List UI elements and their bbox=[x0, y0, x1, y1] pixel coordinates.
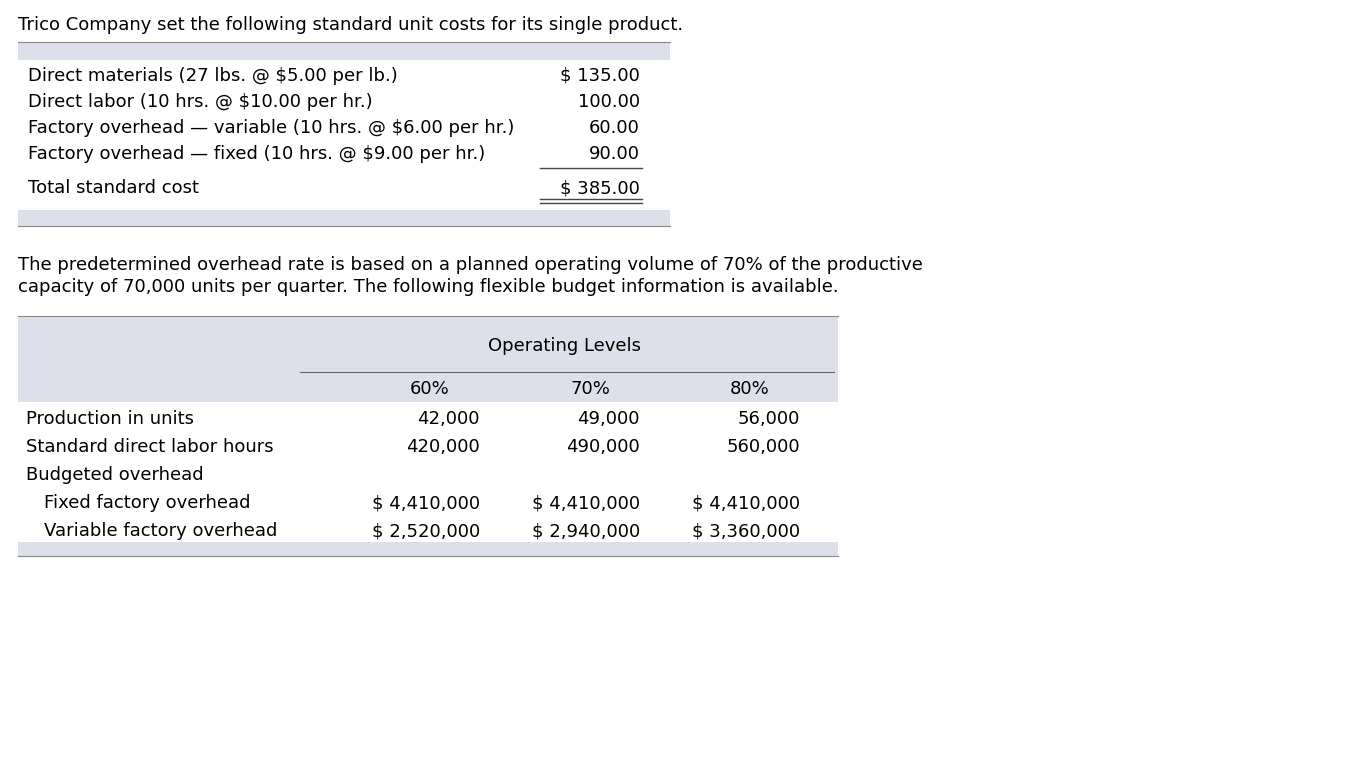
Text: 49,000: 49,000 bbox=[578, 410, 640, 428]
Text: 100.00: 100.00 bbox=[578, 92, 640, 111]
Text: 420,000: 420,000 bbox=[406, 438, 481, 457]
Text: Direct materials (27 lbs. @ $5.00 per lb.): Direct materials (27 lbs. @ $5.00 per lb… bbox=[28, 66, 398, 85]
Text: Production in units: Production in units bbox=[26, 410, 194, 428]
Text: Factory overhead — fixed (10 hrs. @ $9.00 per hr.): Factory overhead — fixed (10 hrs. @ $9.0… bbox=[28, 145, 485, 162]
Text: Trico Company set the following standard unit costs for its single product.: Trico Company set the following standard… bbox=[18, 16, 683, 34]
Text: Variable factory overhead: Variable factory overhead bbox=[45, 522, 277, 541]
Text: $ 4,410,000: $ 4,410,000 bbox=[691, 494, 801, 512]
Text: $ 135.00: $ 135.00 bbox=[560, 66, 640, 85]
Text: 60%: 60% bbox=[410, 380, 450, 398]
Bar bbox=[18, 402, 838, 542]
Text: Budgeted overhead: Budgeted overhead bbox=[26, 467, 204, 484]
Text: Fixed factory overhead: Fixed factory overhead bbox=[45, 494, 251, 512]
Text: 560,000: 560,000 bbox=[726, 438, 801, 457]
Text: $ 2,940,000: $ 2,940,000 bbox=[532, 522, 640, 541]
Text: Operating Levels: Operating Levels bbox=[487, 337, 640, 355]
Text: The predetermined overhead rate is based on a planned operating volume of 70% of: The predetermined overhead rate is based… bbox=[18, 256, 923, 274]
Bar bbox=[18, 316, 838, 402]
Bar bbox=[18, 42, 670, 60]
Text: 42,000: 42,000 bbox=[417, 410, 481, 428]
Text: 490,000: 490,000 bbox=[566, 438, 640, 457]
Text: 60.00: 60.00 bbox=[589, 119, 640, 136]
Text: Direct labor (10 hrs. @ $10.00 per hr.): Direct labor (10 hrs. @ $10.00 per hr.) bbox=[28, 92, 373, 111]
Text: Standard direct labor hours: Standard direct labor hours bbox=[26, 438, 274, 457]
Text: $ 4,410,000: $ 4,410,000 bbox=[371, 494, 481, 512]
Text: $ 2,520,000: $ 2,520,000 bbox=[371, 522, 481, 541]
Text: Total standard cost: Total standard cost bbox=[28, 179, 198, 197]
Bar bbox=[18, 542, 838, 556]
Text: 80%: 80% bbox=[730, 380, 769, 398]
Bar bbox=[18, 210, 670, 226]
Text: $ 4,410,000: $ 4,410,000 bbox=[532, 494, 640, 512]
Text: $ 385.00: $ 385.00 bbox=[560, 179, 640, 197]
Text: Factory overhead — variable (10 hrs. @ $6.00 per hr.): Factory overhead — variable (10 hrs. @ $… bbox=[28, 119, 514, 136]
Bar bbox=[18, 60, 670, 210]
Text: 56,000: 56,000 bbox=[737, 410, 801, 428]
Text: 90.00: 90.00 bbox=[589, 145, 640, 162]
Text: 70%: 70% bbox=[570, 380, 610, 398]
Text: $ 3,360,000: $ 3,360,000 bbox=[691, 522, 801, 541]
Text: capacity of 70,000 units per quarter. The following flexible budget information : capacity of 70,000 units per quarter. Th… bbox=[18, 278, 838, 296]
